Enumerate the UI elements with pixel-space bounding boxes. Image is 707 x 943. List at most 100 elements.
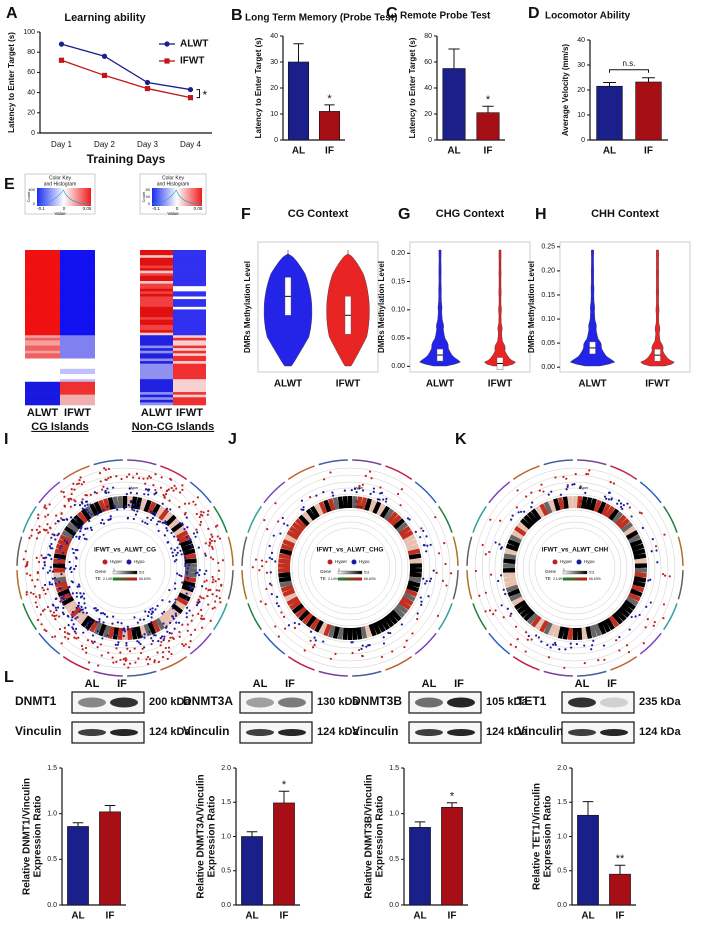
dmr-point <box>416 617 419 621</box>
dmr-point <box>47 531 50 534</box>
dmr-point <box>185 535 188 538</box>
dmr-point <box>272 534 275 537</box>
dmr-point <box>429 577 433 580</box>
dmr-point <box>474 569 477 573</box>
heat-segment <box>604 617 616 631</box>
count-tick: 40 <box>146 194 151 199</box>
count-tick: 0 <box>33 201 36 206</box>
dmr-point <box>48 583 51 586</box>
chromosome-arc <box>610 656 638 671</box>
y-tick-label: 0 <box>274 137 278 144</box>
error-bar <box>72 822 84 827</box>
dmr-point <box>209 588 212 591</box>
dmr-point <box>60 544 63 547</box>
chromosome-arc <box>213 505 228 533</box>
heat-segment <box>170 603 184 615</box>
dmr-point <box>277 635 280 638</box>
dmr-point <box>166 657 169 661</box>
track-label: Gene <box>354 505 363 509</box>
heat-cell <box>60 275 95 279</box>
dmr-point <box>275 602 278 605</box>
dmr-point <box>68 560 71 564</box>
dmr-point <box>54 538 57 541</box>
heat-cell <box>140 389 173 393</box>
dmr-point <box>83 597 86 600</box>
dmr-point <box>145 658 148 661</box>
heat-segment <box>342 627 349 640</box>
heat-cell <box>25 265 60 269</box>
heat-segment <box>523 609 535 622</box>
blot-frame <box>408 721 482 744</box>
dmr-point <box>203 617 206 620</box>
chromosome-arc <box>241 570 248 600</box>
heat-cell <box>173 348 206 352</box>
heat-cell <box>173 265 206 269</box>
track-label: 66.63% <box>139 577 151 581</box>
heat-segment <box>183 576 197 583</box>
bracket-label: n.s. <box>623 59 636 68</box>
heat-cell <box>25 371 60 375</box>
heat-segment <box>368 499 377 513</box>
dmr-point <box>26 562 29 565</box>
heat-segment <box>505 584 519 593</box>
heat-segment <box>294 518 307 530</box>
dmr-point <box>75 606 78 610</box>
dmr-point <box>169 508 172 511</box>
dmr-point <box>491 612 495 616</box>
dmr-point <box>302 508 305 511</box>
heat-cell <box>60 312 95 315</box>
chromosome-arc <box>263 481 286 504</box>
count-tick: 80 <box>146 187 151 192</box>
dmr-point <box>274 502 277 505</box>
blot-label: DNMT1 <box>15 694 57 708</box>
dmr-point <box>149 510 153 513</box>
dmr-point <box>35 537 39 540</box>
dmr-point <box>569 642 572 645</box>
heat-segment <box>632 548 646 556</box>
dmr-point <box>136 640 139 643</box>
dmr-point <box>95 491 98 495</box>
chromosome-arc <box>385 465 413 480</box>
y-tick-label: 1.0 <box>47 811 57 818</box>
key-title: Color Key <box>49 175 71 181</box>
heat-segment <box>173 599 186 611</box>
dmr-point <box>78 504 82 507</box>
lane-label: IF <box>285 678 295 690</box>
lane-label: IF <box>454 678 464 690</box>
heat-cell <box>173 371 206 375</box>
heat-segment <box>59 534 73 544</box>
dmr-point <box>187 564 190 567</box>
dmr-point <box>34 601 37 604</box>
dmr-point <box>215 589 218 592</box>
dmr-point <box>55 614 58 617</box>
heat-segment <box>173 525 186 537</box>
dmr-point <box>360 647 363 651</box>
dmr-point <box>181 642 184 646</box>
heat-segment <box>143 623 152 637</box>
dmr-point <box>570 646 573 649</box>
dmr-point <box>147 493 150 496</box>
heat-cell <box>25 363 60 367</box>
heat-cell <box>25 281 60 284</box>
heat-segment <box>507 538 521 548</box>
heat-segment <box>519 518 532 530</box>
heat-cell <box>140 262 173 266</box>
dmr-point <box>268 582 272 585</box>
heat-cell <box>60 381 95 385</box>
dmr-point <box>204 554 207 557</box>
dmr-point <box>24 550 27 553</box>
heat-segment <box>177 592 191 602</box>
ring <box>291 509 409 627</box>
dmr-point <box>646 618 649 621</box>
dmr-point <box>72 623 75 626</box>
dmr-point <box>156 651 159 654</box>
dmr-point <box>101 637 104 640</box>
dmr-point <box>157 660 160 663</box>
dmr-point <box>101 518 104 521</box>
chromosome-arc <box>227 536 234 566</box>
dmr-point <box>35 605 39 609</box>
chromosome-arc <box>247 505 262 533</box>
dmr-point <box>144 610 147 613</box>
heat-segment <box>284 592 298 602</box>
heat-cell <box>140 399 173 403</box>
